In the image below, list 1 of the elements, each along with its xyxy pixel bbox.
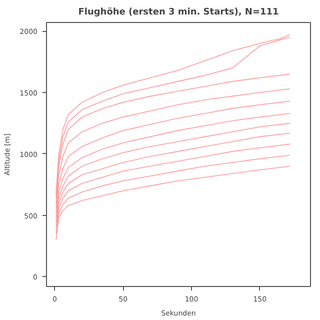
chart-title: Flughöhe (ersten 3 min. Starts), N=111: [78, 8, 279, 18]
